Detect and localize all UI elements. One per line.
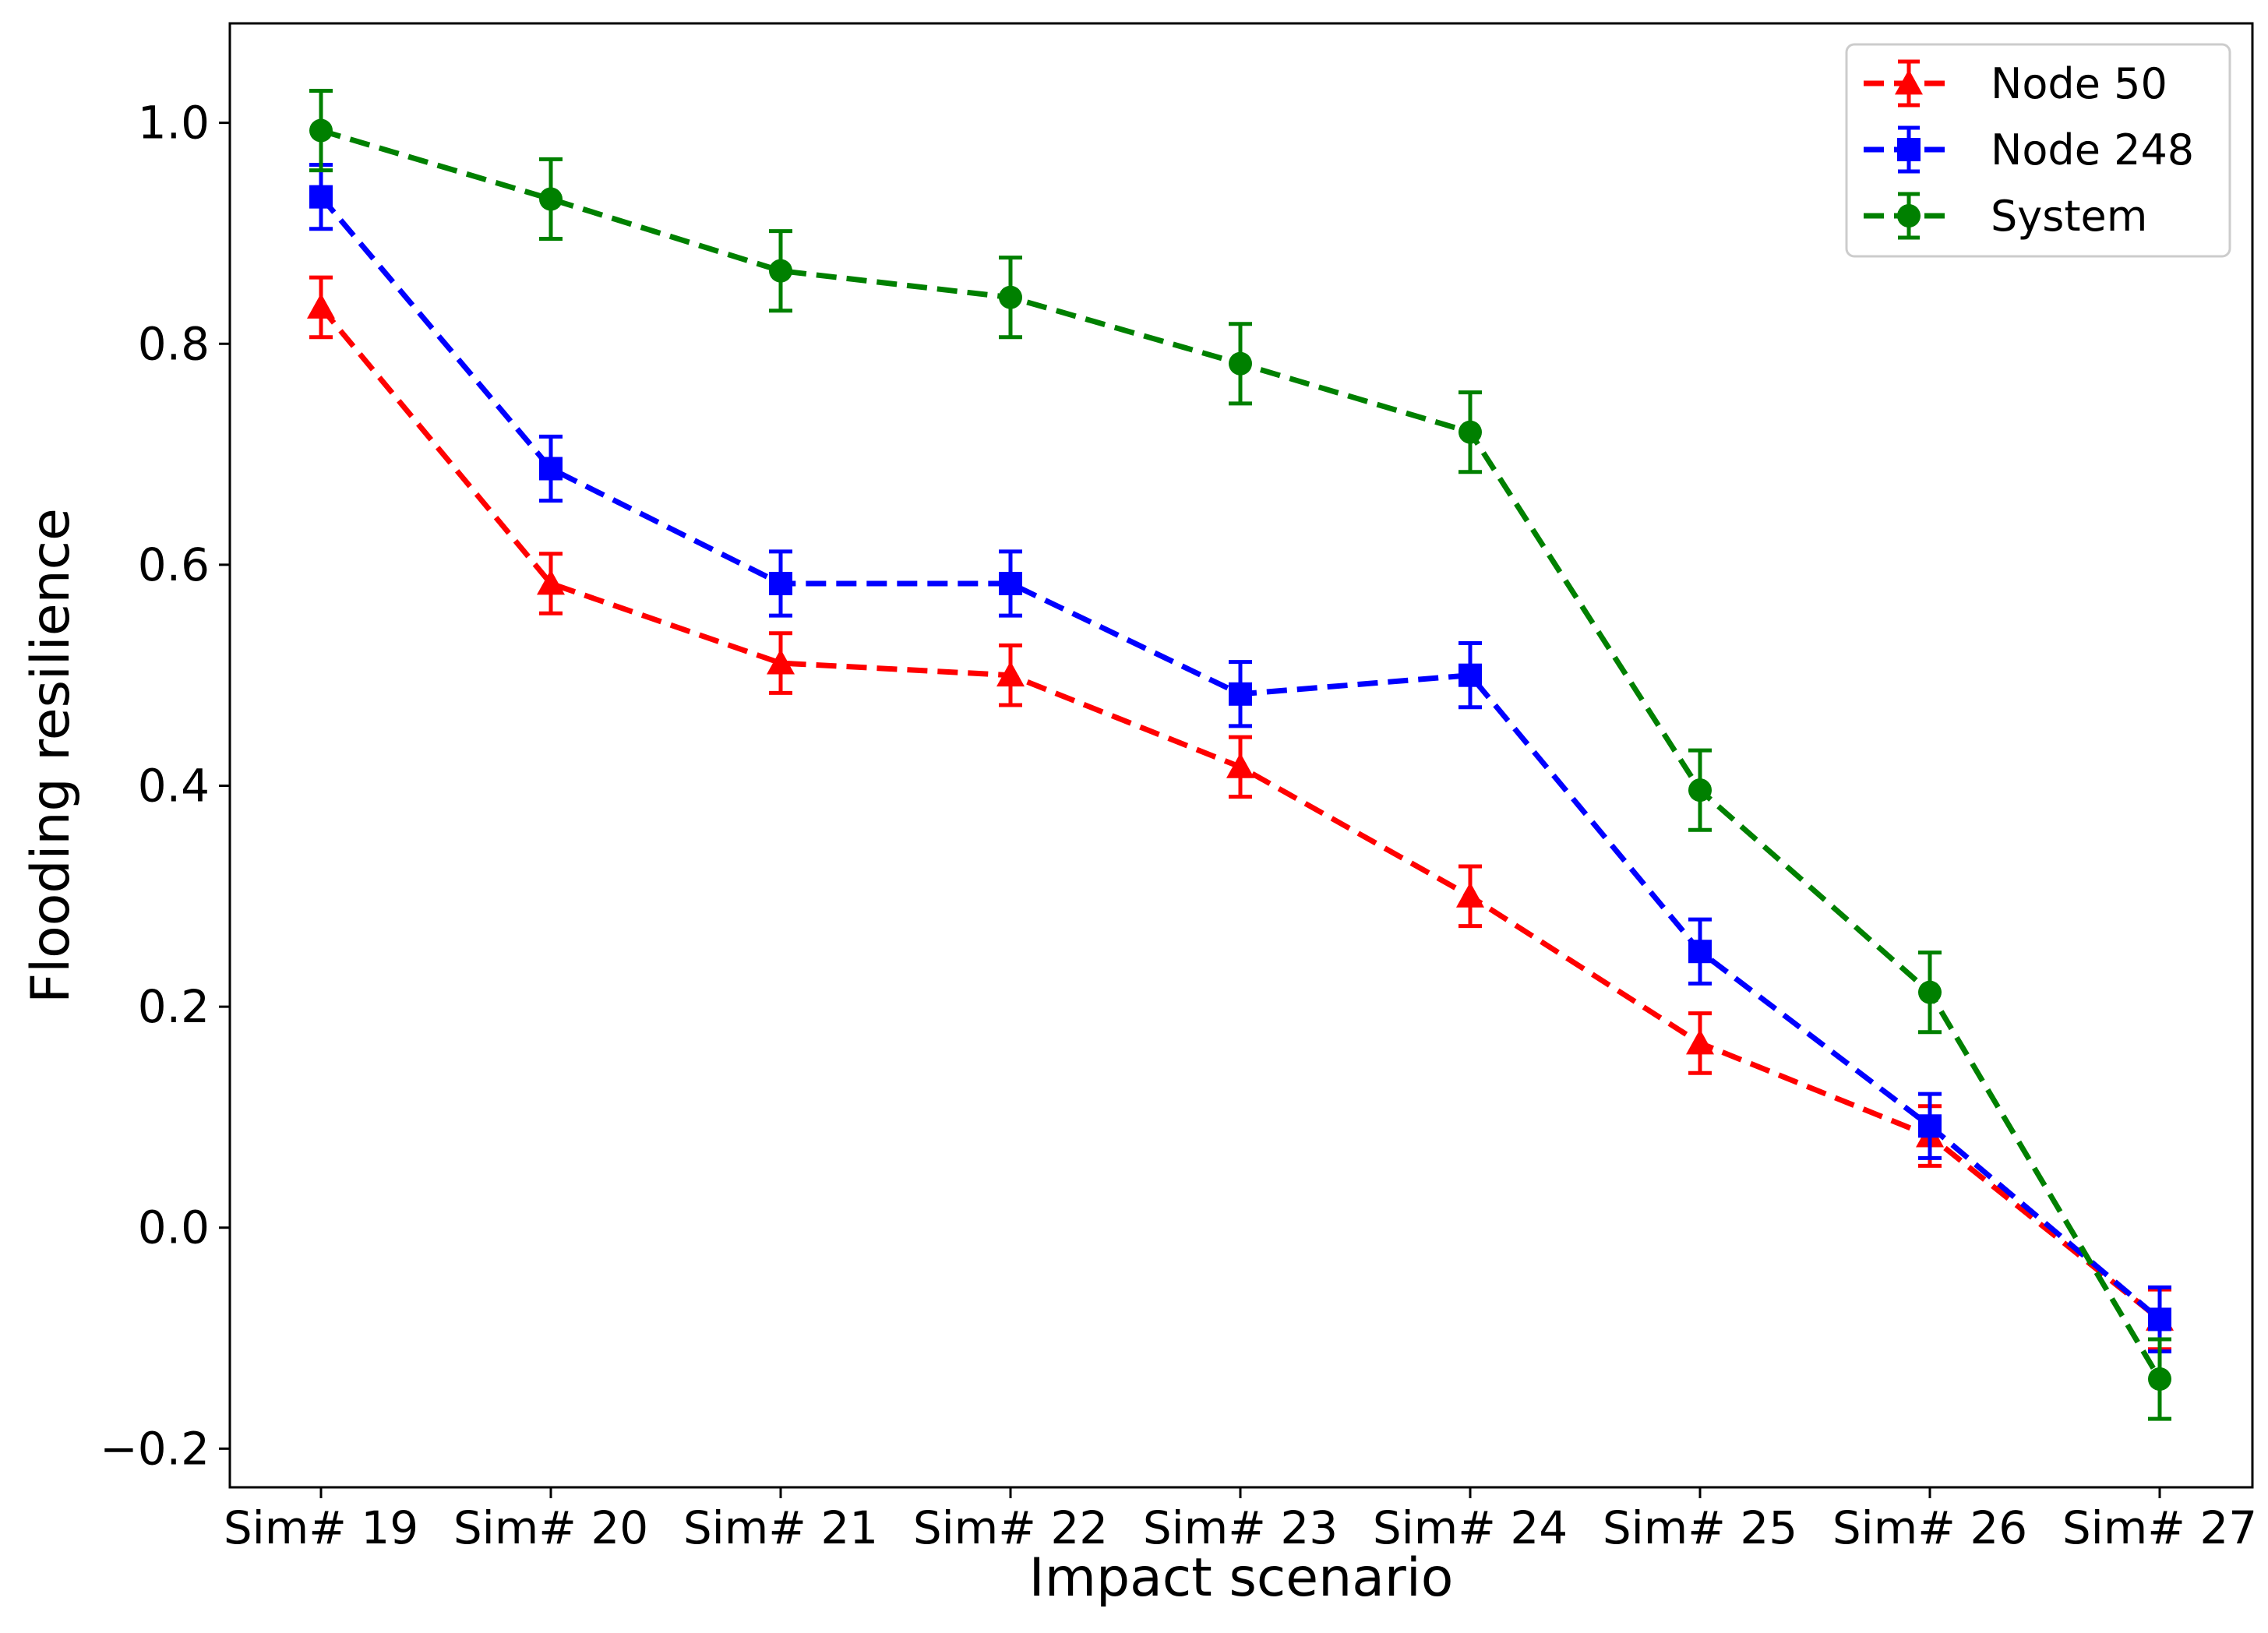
y-tick-label: 0.8 [138, 317, 210, 370]
legend-label: Node 248 [1991, 125, 2194, 175]
x-tick-label: Sim# 26 [1832, 1501, 2027, 1554]
x-tick-label: Sim# 25 [1603, 1501, 1797, 1554]
legend-item: Node 248 [1864, 125, 2194, 175]
data-point [309, 118, 333, 143]
y-tick-label: 0.2 [138, 980, 210, 1033]
y-tick-label: −0.2 [100, 1422, 210, 1475]
data-point [1456, 882, 1484, 908]
data-point [2148, 1367, 2171, 1391]
data-point [539, 457, 563, 481]
x-tick-label: Sim# 27 [2062, 1501, 2257, 1554]
data-point [2148, 1307, 2171, 1331]
y-tick-label: 0.6 [138, 538, 210, 591]
data-point [1918, 1114, 1942, 1138]
series-layer [307, 89, 2174, 1421]
x-tick-label: Sim# 24 [1373, 1501, 1568, 1554]
data-point [769, 571, 792, 595]
data-point [769, 259, 792, 283]
legend-label: Node 50 [1991, 59, 2167, 108]
x-tick-label: Sim# 21 [683, 1501, 878, 1554]
data-point [767, 649, 795, 675]
series-node-248 [309, 163, 2171, 1354]
y-axis: −0.2 0.0 0.2 0.4 0.6 0.8 1.0 [100, 97, 230, 1475]
legend-box [1845, 43, 2231, 258]
legend-marker [1897, 204, 1921, 227]
legend: Node 50 Node 248 System [1845, 43, 2231, 258]
data-point [1688, 940, 1712, 964]
data-point [1459, 663, 1482, 687]
x-axis: Sim# 19 Sim# 20 Sim# 21 Sim# 22 Sim# 23 Sim# … [224, 1487, 2257, 1554]
x-tick-label: Sim# 19 [224, 1501, 418, 1554]
data-point [309, 185, 333, 209]
y-tick-label: 1.0 [138, 97, 210, 150]
legend-marker [1897, 138, 1921, 161]
data-point [999, 285, 1022, 309]
x-tick-label: Sim# 23 [1143, 1501, 1338, 1554]
data-point [307, 293, 335, 319]
series-node-50 [307, 275, 2174, 1352]
data-point [1686, 1028, 1714, 1055]
legend-marker [1895, 69, 1923, 95]
data-point [537, 569, 565, 595]
y-tick-label: 0.0 [138, 1201, 210, 1254]
data-point [539, 187, 563, 211]
data-point [1688, 778, 1712, 802]
data-point [1229, 351, 1252, 376]
data-point [996, 661, 1025, 687]
x-axis-title: Impact scenario [1029, 1547, 1454, 1609]
data-point [1229, 682, 1252, 706]
data-point [1226, 753, 1254, 778]
x-tick-label: Sim# 22 [913, 1501, 1108, 1554]
data-point [999, 571, 1022, 595]
series-system [309, 89, 2171, 1421]
data-point [1459, 420, 1482, 444]
x-tick-label: Sim# 20 [453, 1501, 648, 1554]
y-axis-title: Flooding resilience [20, 508, 82, 1003]
legend-label: System [1991, 192, 2147, 241]
legend-item: System [1864, 192, 2147, 241]
y-tick-label: 0.4 [138, 759, 210, 812]
data-point [1918, 980, 1942, 1004]
legend-item: Node 50 [1864, 59, 2167, 108]
